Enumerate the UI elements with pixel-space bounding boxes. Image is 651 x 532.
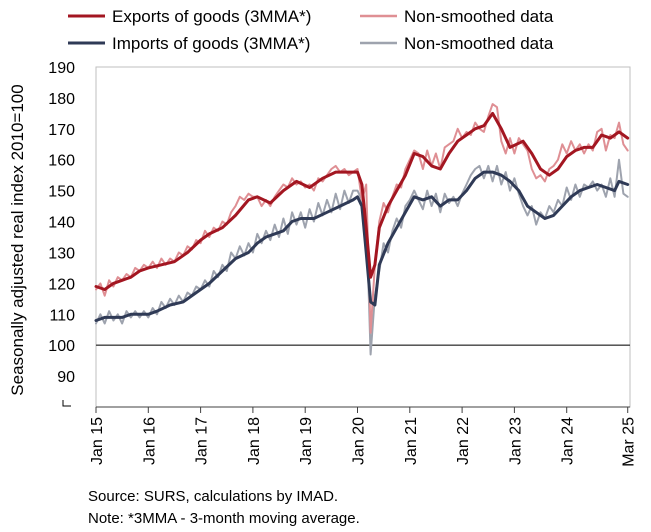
y-tick-label: 180: [48, 91, 75, 108]
x-tick-label: Jan 24: [560, 417, 577, 465]
y-tick-label: 140: [48, 215, 75, 232]
y-tick-label: 130: [48, 245, 75, 262]
x-tick-label: Jan 20: [351, 417, 368, 465]
x-tick-label: Jan 16: [141, 417, 158, 465]
legend: Exports of goods (3MMA*) Non-smoothed dat…: [68, 7, 554, 53]
y-tick-label: 110: [49, 307, 75, 324]
legend-label: Non-smoothed data: [404, 34, 554, 53]
source-note: Source: SURS, calculations by IMAD.: [88, 488, 339, 505]
legend-label: Exports of goods (3MMA*): [112, 7, 311, 26]
legend-label: Imports of goods (3MMA*): [112, 34, 310, 53]
series-line-1: [95, 103, 629, 334]
x-tick-label: Mar 25: [621, 417, 638, 467]
series-lines: [94, 103, 630, 356]
x-tick-label: Jan 15: [89, 417, 106, 465]
y-axis-label: Seasonally adjusted real index 2010=100: [8, 84, 27, 395]
series-line-2: [94, 170, 630, 322]
axis-break-mark: [62, 400, 71, 407]
x-tick-label: Jan 17: [194, 417, 211, 465]
plot-area-frame: [95, 66, 631, 408]
y-tick-label: 150: [48, 184, 75, 201]
x-tick-label: Jan 18: [246, 417, 263, 465]
series-line-0: [94, 111, 630, 291]
x-tick-label: Jan 23: [507, 417, 524, 465]
y-tick-label: 190: [48, 60, 75, 77]
y-axis-ticks: 90 100 110 120 130 140 150 160 170 180 190: [48, 60, 75, 386]
x-tick-label: Jan 21: [403, 417, 420, 465]
x-tick-label: Jan 22: [455, 417, 472, 465]
x-tick-label: Jan 19: [298, 417, 315, 465]
footnote: Note: *3MMA - 3-month moving average.: [88, 510, 360, 527]
y-tick-label: 100: [48, 338, 75, 355]
legend-label: Non-smoothed data: [404, 7, 554, 26]
x-axis: Jan 15 Jan 16 Jan 17 Jan 18 Jan 19 Jan 20 Jan …: [89, 406, 638, 467]
y-tick-label: 160: [48, 153, 75, 170]
y-tick-label: 90: [57, 369, 75, 386]
y-tick-label: 120: [48, 276, 75, 293]
y-tick-label: 170: [48, 122, 75, 139]
